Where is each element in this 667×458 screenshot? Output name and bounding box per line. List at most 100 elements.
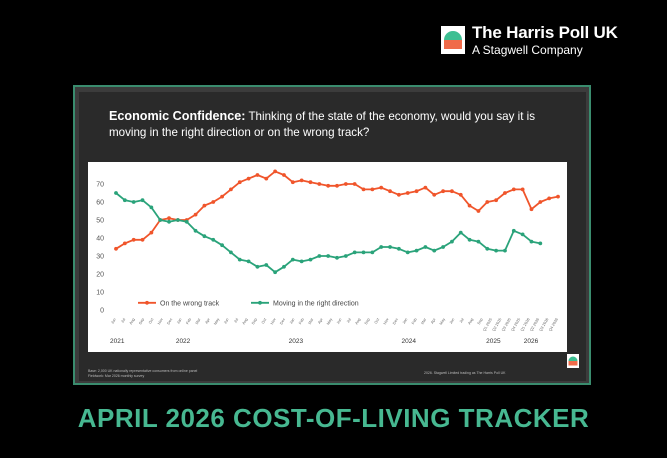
data-point-1 <box>485 246 490 251</box>
data-point-0 <box>220 194 224 199</box>
x-tick-label: Oct <box>261 317 268 325</box>
data-point-1 <box>290 257 295 262</box>
tracker-title: APRIL 2026 COST-OF-LIVING TRACKER <box>77 403 590 433</box>
y-tick-label: 10 <box>96 290 104 297</box>
data-point-0 <box>476 209 481 213</box>
data-point-1 <box>282 264 286 269</box>
x-tick-label: Q4 2026 <box>548 318 559 333</box>
x-tick-label: Sep <box>251 318 258 326</box>
data-point-1 <box>229 250 233 255</box>
data-point-1 <box>220 243 224 248</box>
data-point-1 <box>423 245 428 249</box>
year-label: 2023 <box>289 338 304 345</box>
y-tick-label: 70 <box>96 182 104 189</box>
data-point-1 <box>494 248 499 253</box>
data-point-1 <box>414 248 419 253</box>
x-tick-label: Jun <box>223 318 230 325</box>
data-point-0 <box>211 200 216 204</box>
y-tick-label: 50 <box>96 218 104 225</box>
harris-poll-mini-logo-icon <box>567 354 579 368</box>
brand-name: The Harris Poll UK <box>472 23 618 42</box>
x-tick-label: May <box>326 317 333 325</box>
data-point-1 <box>450 239 454 244</box>
data-point-0 <box>432 192 437 197</box>
data-point-1 <box>335 255 339 260</box>
data-point-0 <box>140 237 145 242</box>
data-point-0 <box>299 178 304 183</box>
data-point-0 <box>343 182 348 186</box>
data-point-1 <box>317 254 322 258</box>
chart-heading-question: Thinking of the state of the economy, wo… <box>109 110 536 139</box>
x-tick-label: Q2 2025 <box>492 318 503 333</box>
x-tick-label: Apr <box>430 317 437 325</box>
x-tick-label: Q4 2025 <box>510 318 521 333</box>
data-point-0 <box>167 216 171 221</box>
data-point-1 <box>361 250 366 255</box>
footnote: Base: 2,000 UK nationally representative… <box>88 369 197 379</box>
data-point-1 <box>432 248 437 253</box>
copyright-text: 2026. Stagwell Limited trading as The Ha… <box>424 371 506 375</box>
data-point-1 <box>370 250 375 255</box>
x-tick-label: Dec <box>392 317 399 325</box>
x-tick-label: Feb <box>411 318 418 326</box>
data-point-0 <box>405 191 410 195</box>
x-tick-label: Jul <box>459 317 465 323</box>
y-tick-label: 40 <box>96 236 104 243</box>
data-point-1 <box>264 263 269 267</box>
year-label: 2021 <box>110 338 125 345</box>
data-point-0 <box>458 192 463 197</box>
data-point-1 <box>273 270 278 275</box>
data-point-0 <box>273 169 278 174</box>
x-tick-label: Aug <box>242 318 249 326</box>
year-label: 2026 <box>524 338 539 345</box>
data-point-0 <box>485 200 490 204</box>
brand-header: The Harris Poll UK A Stagwell Company <box>441 24 618 56</box>
data-point-1 <box>184 219 189 224</box>
data-point-0 <box>396 192 401 197</box>
legend-swatch-marker <box>258 300 262 305</box>
data-point-0 <box>246 176 251 181</box>
x-tick-label: Mar <box>308 317 315 325</box>
data-point-0 <box>388 189 392 194</box>
data-point-0 <box>237 180 242 185</box>
data-point-1 <box>255 264 260 269</box>
data-point-0 <box>290 180 295 185</box>
x-tick-label: Dec <box>166 317 173 325</box>
data-point-0 <box>193 212 198 217</box>
x-tick-label: Nov <box>383 317 390 325</box>
legend-label: On the wrong track <box>160 300 220 307</box>
data-point-0 <box>326 183 331 188</box>
data-point-1 <box>467 237 472 242</box>
y-tick-label: 60 <box>96 200 104 207</box>
x-tick-label: Nov <box>270 317 277 325</box>
data-point-0 <box>441 189 445 194</box>
data-point-0 <box>370 187 375 192</box>
chart-area: 0 10 20 30 40 50 60 70 Jun Jul Aug Sep Oct Nov Dec Jan F… <box>88 162 567 352</box>
x-tick-label: Jun <box>449 318 456 325</box>
slide: Economic Confidence: Thinking of the sta… <box>79 92 586 381</box>
x-tick-label: Feb <box>298 318 305 326</box>
data-point-0 <box>255 173 260 177</box>
data-point-0 <box>229 187 233 192</box>
data-point-1 <box>343 254 348 258</box>
x-tick-label: Q2 2026 <box>529 318 540 333</box>
year-label: 2022 <box>176 338 191 345</box>
data-point-0 <box>131 237 136 242</box>
y-tick-label: 30 <box>96 254 104 261</box>
x-tick-label: Jun <box>110 318 117 325</box>
x-tick-label: Sep <box>364 318 371 326</box>
x-tick-label: Jul <box>120 317 126 323</box>
brand-subtitle: A Stagwell Company <box>472 42 583 57</box>
chart-heading-bold: Economic Confidence: <box>109 109 246 123</box>
x-tick-label: Feb <box>185 318 192 326</box>
data-point-1 <box>193 228 198 233</box>
data-point-0 <box>114 246 118 251</box>
data-point-1 <box>352 250 357 255</box>
x-tick-label: Q1 2026 <box>520 318 531 333</box>
data-point-1 <box>538 241 543 246</box>
data-point-0 <box>494 198 499 203</box>
data-point-0 <box>520 187 525 192</box>
x-tick-label: Q3 2025 <box>501 318 512 333</box>
x-tick-label: Oct <box>148 317 155 325</box>
